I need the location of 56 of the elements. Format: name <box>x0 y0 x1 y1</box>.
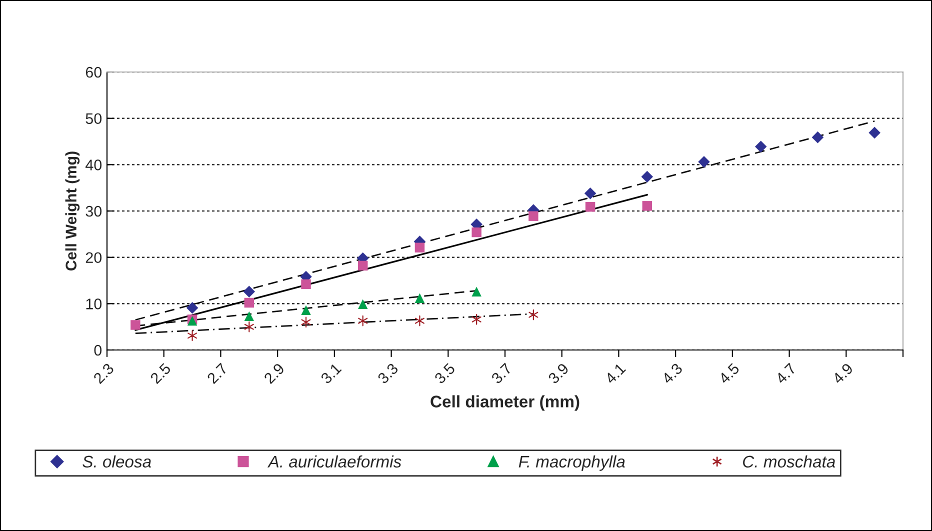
x-tick-label: 3.3 <box>376 362 399 384</box>
x-axis-title: Cell diameter (mm) <box>430 395 580 411</box>
point <box>868 126 880 139</box>
point <box>358 260 368 271</box>
y-tick-label: 30 <box>86 206 102 217</box>
x-tick-label: 4.3 <box>661 362 684 385</box>
point <box>358 299 368 309</box>
point <box>358 315 368 326</box>
y-tick-label: 40 <box>86 160 102 170</box>
point <box>414 242 425 252</box>
point <box>188 330 198 342</box>
y-tick-label: 60 <box>86 66 102 78</box>
point <box>130 320 140 330</box>
point <box>642 201 652 211</box>
point <box>244 321 254 332</box>
x-tick-label: 4.5 <box>718 362 740 385</box>
x-tick-label: 3.5 <box>434 362 456 384</box>
point <box>754 140 767 152</box>
legend-label: F. macrophylla <box>518 455 625 471</box>
point <box>301 316 311 328</box>
point <box>244 311 254 322</box>
x-tick-label: 2.3 <box>92 362 114 384</box>
point <box>244 298 254 308</box>
x-tick-label: 4.7 <box>774 362 797 384</box>
y-tick-label: 20 <box>86 252 102 264</box>
y-tick-label: 50 <box>86 113 102 124</box>
point <box>301 305 311 316</box>
point <box>528 309 538 320</box>
y-axis-title: Cell Weight (mg) <box>65 152 80 270</box>
x-tick-label: 3.1 <box>320 362 342 384</box>
point <box>186 302 198 314</box>
legend-label: A. auriculaeformis <box>267 455 402 468</box>
point <box>472 314 482 325</box>
x-tick-label: 2.7 <box>206 362 228 384</box>
point <box>641 170 654 183</box>
point <box>584 188 596 200</box>
x-tick-label: 3.7 <box>490 362 512 384</box>
point <box>243 286 256 298</box>
x-tick-label: 3.9 <box>548 362 570 384</box>
point <box>301 279 311 290</box>
point <box>472 227 482 238</box>
point <box>472 286 482 296</box>
x-tick-label: 2.9 <box>263 362 285 384</box>
y-tick-label: 0 <box>94 344 102 356</box>
point <box>812 131 824 144</box>
point <box>698 156 710 168</box>
x-tick-label: 2.5 <box>150 362 172 384</box>
y-tick-label: 10 <box>86 298 102 310</box>
point <box>414 293 425 303</box>
x-tick-label: 4.1 <box>604 362 626 384</box>
x-tick-label: 4.9 <box>832 362 854 385</box>
point <box>528 211 538 221</box>
point <box>414 315 424 326</box>
legend-label: S. oleosa <box>82 455 152 468</box>
point <box>585 202 596 212</box>
legend-label: C. moschata <box>743 455 836 468</box>
